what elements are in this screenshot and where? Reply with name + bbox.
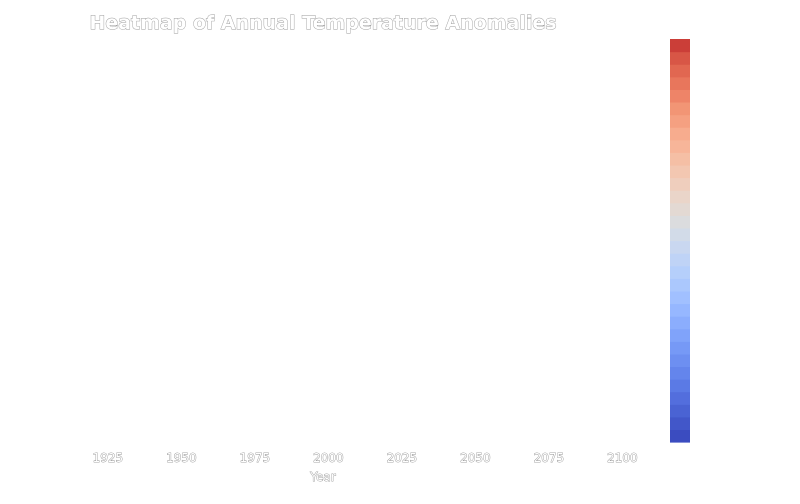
x-tick-label: 1975	[240, 451, 271, 465]
x-tick-label: 1950	[166, 451, 197, 465]
colorbar	[670, 39, 690, 443]
x-tick-label: 2025	[387, 451, 418, 465]
x-axis-ticks: 1925 1950 1975 2000 2025 2050 2075 2100	[92, 451, 638, 466]
x-tick-label: 1925	[93, 451, 124, 465]
x-tick-label: 2050	[460, 451, 491, 465]
colorbar-segment	[670, 227, 690, 242]
colorbar-segment	[670, 101, 690, 116]
x-axis-label: Year	[309, 470, 335, 484]
colorbar-segment	[670, 64, 690, 78]
colorbar-segment	[670, 366, 690, 380]
colorbar-segment	[670, 127, 690, 141]
colorbar-segment	[670, 89, 690, 103]
colorbar-segment	[670, 278, 690, 292]
colorbar-segment	[670, 39, 690, 53]
colorbar-segment	[670, 379, 690, 393]
colorbar-segment	[670, 164, 690, 179]
colorbar-segment	[670, 416, 690, 430]
colorbar-segment	[670, 139, 690, 153]
colorbar-segment	[670, 114, 690, 128]
colorbar-segment	[670, 253, 690, 267]
colorbar-segment	[670, 290, 690, 305]
colorbar-segment	[670, 240, 690, 254]
colorbar-segment	[670, 51, 690, 65]
colorbar-segment	[670, 202, 690, 216]
colorbar-segment	[670, 215, 690, 229]
colorbar-segment	[670, 76, 690, 90]
x-tick-label: 2075	[534, 451, 565, 465]
colorbar-segment	[670, 190, 690, 204]
chart-title: Heatmap of Annual Temperature Anomalies	[89, 12, 556, 34]
x-tick-label: 2000	[313, 451, 344, 465]
colorbar-segment	[670, 177, 690, 191]
colorbar-segment	[670, 341, 690, 355]
colorbar-segment	[670, 316, 690, 330]
colorbar-segment	[670, 328, 690, 342]
colorbar-segment	[670, 404, 690, 418]
colorbar-segment	[670, 391, 690, 405]
colorbar-segment	[670, 429, 690, 443]
colorbar-segment	[670, 152, 690, 166]
colorbar-segment	[670, 303, 690, 317]
x-tick-label: 2100	[607, 451, 638, 465]
colorbar-segment	[670, 353, 690, 368]
colorbar-segment	[670, 265, 690, 279]
